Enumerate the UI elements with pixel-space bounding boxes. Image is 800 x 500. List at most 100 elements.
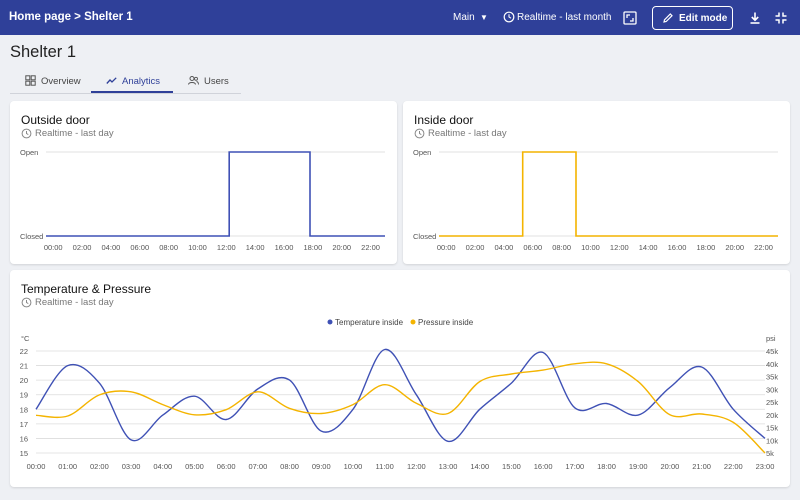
y-right-tick-label: 40k (766, 360, 778, 369)
x-tick-label: 06:00 (217, 462, 236, 471)
x-tick-label: 00:00 (27, 462, 46, 471)
x-tick-label: 04:00 (102, 243, 121, 252)
top-bar: Home page > Shelter 1 Main ▼ Realtime - … (0, 0, 800, 35)
fullscreen-icon[interactable] (623, 11, 637, 25)
x-tick-label: 02:00 (73, 243, 92, 252)
series-line (46, 151, 385, 237)
x-tick-label: 12:00 (407, 462, 426, 471)
y-tick-label: Closed (20, 232, 43, 241)
x-tick-label: 14:00 (246, 243, 265, 252)
outside-door-chart: Closed Open 00:00 02:00 04:00 06:00 08:00 10:00… (20, 148, 385, 252)
timewindow-select[interactable]: Realtime - last month (517, 12, 612, 23)
y-right-tick-label: 35k (766, 373, 778, 382)
y-right-tick-label: 25k (766, 398, 778, 407)
edit-mode-label: Edit mode (679, 12, 728, 24)
y-left-tick-label: 21 (20, 362, 28, 371)
widget-title: Inside door (414, 113, 474, 127)
x-tick-label: 06:00 (130, 243, 149, 252)
widget-subtitle: Realtime - last day (428, 128, 507, 139)
x-tick-label: 02:00 (466, 243, 485, 252)
tab-bar: Overview Analytics Users (10, 71, 241, 94)
y-left-tick-label: 17 (20, 420, 28, 429)
trend-icon (106, 77, 117, 84)
legend-label: Pressure inside (418, 318, 474, 327)
x-tick-label: 18:00 (303, 243, 322, 252)
y-left-tick-label: 20 (20, 376, 28, 385)
legend-marker (327, 319, 333, 325)
x-tick-label: 18:00 (597, 462, 616, 471)
legend-label: Temperature inside (335, 318, 404, 327)
x-tick-label: 08:00 (552, 243, 571, 252)
page-title: Shelter 1 (10, 43, 77, 61)
clock-icon (414, 128, 425, 139)
x-tick-label: 16:00 (668, 243, 687, 252)
x-tick-label: 16:00 (534, 462, 553, 471)
y-right-tick-label: 10k (766, 436, 778, 445)
x-tick-label: 10:00 (581, 243, 600, 252)
x-tick-label: 20:00 (332, 243, 351, 252)
clock-icon[interactable] (503, 11, 515, 23)
tab-analytics-label: Analytics (122, 76, 161, 87)
y-right-unit: psi (766, 334, 776, 343)
tab-analytics[interactable]: Analytics (91, 71, 173, 93)
tab-users[interactable]: Users (188, 71, 243, 93)
y-right-tick-label: 45k (766, 347, 778, 356)
dashboard-state-select[interactable]: Main (453, 12, 475, 23)
users-icon (188, 76, 199, 85)
y-right-tick-label: 20k (766, 411, 778, 420)
widget-subtitle: Realtime - last day (35, 128, 114, 139)
widget-subtitle: Realtime - last day (35, 297, 114, 308)
edit-mode-button[interactable]: Edit mode (652, 6, 733, 30)
x-tick-label: 19:00 (629, 462, 648, 471)
x-tick-label: 20:00 (725, 243, 744, 252)
x-tick-label: 14:00 (639, 243, 658, 252)
pencil-icon (663, 13, 673, 23)
x-tick-label: 20:00 (661, 462, 680, 471)
series-line (35, 361, 766, 454)
x-tick-label: 04:00 (153, 462, 172, 471)
tab-overview-label: Overview (41, 76, 81, 87)
breadcrumb[interactable]: Home page > Shelter 1 (9, 11, 133, 23)
x-tick-label: 00:00 (44, 243, 63, 252)
x-tick-label: 05:00 (185, 462, 204, 471)
chevron-down-icon[interactable]: ▼ (480, 13, 488, 22)
y-right-tick-label: 30k (766, 385, 778, 394)
y-left-tick-label: 18 (20, 405, 28, 414)
outside-door-card: Outside door Realtime - last day Closed O… (10, 101, 397, 264)
x-tick-label: 11:00 (376, 462, 394, 471)
x-tick-label: 22:00 (724, 462, 743, 471)
x-tick-label: 04:00 (495, 243, 514, 252)
x-tick-label: 08:00 (159, 243, 178, 252)
tab-overview[interactable]: Overview (25, 71, 95, 93)
y-right-tick-label: 15k (766, 424, 778, 433)
series-line (35, 348, 766, 443)
x-tick-label: 17:00 (565, 462, 584, 471)
series-line (439, 151, 778, 237)
x-tick-label: 00:00 (437, 243, 456, 252)
x-tick-label: 07:00 (248, 462, 267, 471)
x-tick-label: 21:00 (692, 462, 711, 471)
clock-icon (21, 128, 32, 139)
download-icon[interactable] (748, 11, 762, 25)
y-tick-label: Open (20, 148, 38, 157)
x-tick-label: 12:00 (610, 243, 629, 252)
exit-fullscreen-icon[interactable] (774, 11, 788, 25)
widget-title: Outside door (21, 113, 90, 127)
grid-icon (25, 75, 36, 86)
y-tick-label: Closed (413, 232, 436, 241)
y-right-tick-label: 5k (766, 449, 774, 458)
x-tick-label: 06:00 (523, 243, 542, 252)
x-tick-label: 10:00 (344, 462, 363, 471)
x-tick-label: 01:00 (58, 462, 77, 471)
x-tick-label: 09:00 (312, 462, 331, 471)
y-left-unit: °C (21, 334, 30, 343)
x-tick-label: 13:00 (439, 462, 458, 471)
clock-icon (21, 297, 32, 308)
tab-users-label: Users (204, 76, 229, 87)
y-tick-label: Open (413, 148, 431, 157)
x-tick-label: 22:00 (754, 243, 773, 252)
x-tick-label: 15:00 (502, 462, 521, 471)
x-tick-label: 03:00 (122, 462, 141, 471)
legend-marker (410, 319, 416, 325)
y-left-tick-label: 15 (20, 449, 28, 458)
